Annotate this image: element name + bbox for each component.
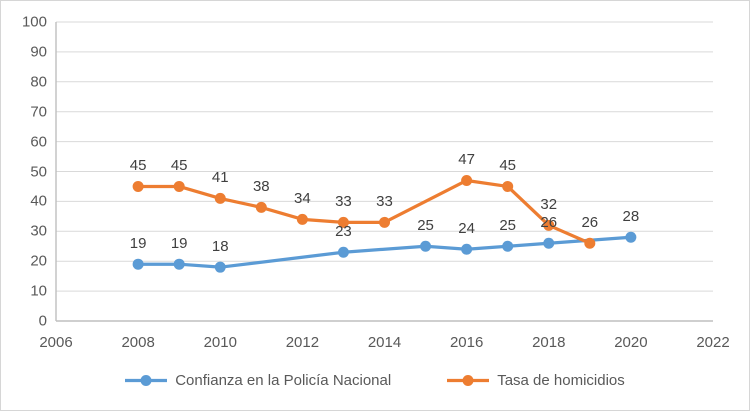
line-marker-icon — [125, 375, 168, 386]
data-label: 33 — [335, 193, 352, 211]
data-point — [255, 201, 267, 213]
x-axis-tick-label: 2006 — [39, 334, 73, 351]
data-label: 45 — [499, 157, 517, 175]
data-label: 32 — [540, 196, 558, 214]
y-axis-tick-label: 0 — [38, 312, 47, 330]
x-axis-tick-label: 2010 — [203, 334, 237, 351]
data-label: 19 — [129, 235, 147, 253]
data-point — [379, 216, 390, 228]
data-label: 26 — [540, 214, 558, 232]
legend-item-confianza-policia: Confianza en la Policía Nacional — [125, 372, 391, 389]
data-point — [132, 258, 144, 270]
y-axis-tick-label: 80 — [30, 73, 47, 91]
data-point — [173, 180, 185, 192]
y-axis-tick-label: 40 — [30, 192, 47, 210]
series-line-1 — [136, 178, 592, 245]
data-point — [543, 237, 555, 249]
data-label: 28 — [622, 208, 640, 226]
y-axis-tick-label: 90 — [30, 43, 47, 61]
y-axis-tick-label: 30 — [30, 222, 47, 240]
data-label: 45 — [170, 157, 188, 175]
data-label: 26 — [581, 214, 599, 232]
data-label: 23 — [335, 223, 352, 241]
data-label: 24 — [458, 220, 475, 238]
data-label: 38 — [252, 178, 270, 196]
y-axis-tick-label: 10 — [30, 282, 47, 300]
line-marker-icon — [447, 375, 490, 386]
data-point — [584, 237, 596, 249]
data-label: 18 — [211, 238, 229, 256]
data-point — [461, 243, 473, 255]
data-point — [420, 240, 432, 252]
x-axis-tick-label: 2018 — [532, 334, 566, 351]
y-axis-tick-label: 20 — [30, 252, 47, 270]
data-point — [461, 174, 473, 186]
x-axis-tick-label: 2008 — [121, 334, 155, 351]
data-label: 19 — [170, 235, 188, 253]
data-point — [625, 231, 637, 243]
y-axis-tick-label: 50 — [30, 163, 47, 180]
data-label: 25 — [499, 217, 517, 235]
data-point — [214, 261, 226, 273]
data-point — [337, 246, 349, 258]
legend-item-tasa-homicidios: Tasa de homicidios — [447, 372, 625, 389]
data-point — [337, 216, 349, 228]
data-point — [173, 258, 185, 270]
legend-label-confianza-policia: Confianza en la Policía Nacional — [175, 372, 392, 389]
y-axis-tick-label: 70 — [30, 103, 47, 121]
x-axis-tick-label: 2022 — [696, 334, 730, 351]
legend: Confianza en la Policía Nacional Tasa de… — [1, 372, 749, 389]
data-point — [502, 240, 514, 252]
y-axis-tick-label: 60 — [30, 133, 47, 151]
x-axis-tick-label: 2012 — [285, 334, 320, 351]
data-point — [132, 180, 144, 192]
data-label: 45 — [129, 157, 147, 175]
data-point — [543, 219, 555, 231]
data-label: 33 — [376, 193, 393, 211]
legend-label-tasa-homicidios: Tasa de homicidios — [497, 372, 625, 389]
x-axis-tick-label: 2016 — [449, 334, 484, 351]
x-axis-tick-label: 2020 — [614, 334, 648, 351]
y-axis-tick-label: 100 — [21, 13, 47, 31]
x-axis-tick-label: 2014 — [367, 334, 402, 351]
data-point — [502, 180, 514, 192]
data-label: 25 — [417, 217, 434, 235]
data-label: 34 — [294, 190, 311, 208]
data-label: 41 — [211, 169, 229, 187]
data-point — [296, 213, 308, 225]
data-point — [214, 192, 226, 204]
data-label: 47 — [458, 151, 475, 169]
